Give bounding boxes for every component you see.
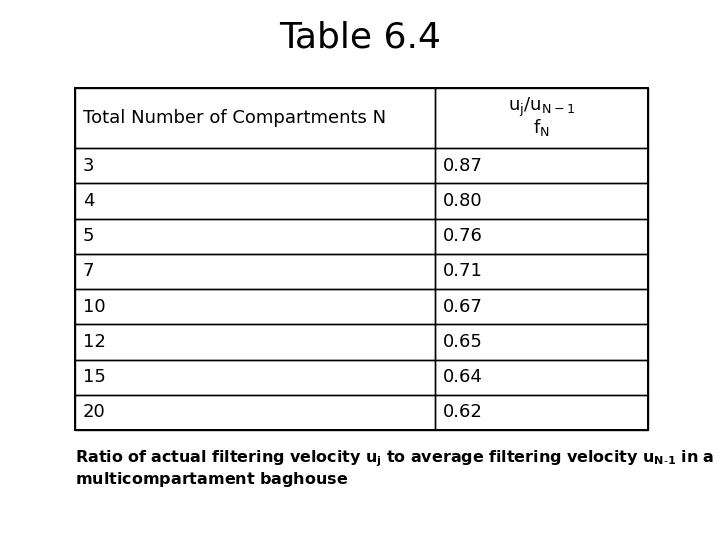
Bar: [435, 289, 648, 324]
Text: 4: 4: [83, 192, 94, 210]
Text: $\mathrm{u_j/u_{N-1}}$: $\mathrm{u_j/u_{N-1}}$: [508, 96, 575, 119]
Text: 5: 5: [83, 227, 94, 245]
Text: $\mathrm{f_N}$: $\mathrm{f_N}$: [533, 117, 550, 138]
Text: 0.67: 0.67: [443, 298, 483, 315]
Bar: [435, 88, 648, 148]
Bar: [75, 254, 435, 289]
Text: 12: 12: [83, 333, 106, 351]
Text: $\mathbf{multicompartament\ baghouse}$: $\mathbf{multicompartament\ baghouse}$: [75, 470, 348, 489]
Text: 0.64: 0.64: [443, 368, 483, 386]
Text: 15: 15: [83, 368, 106, 386]
Text: Table 6.4: Table 6.4: [279, 21, 441, 55]
Text: $\mathbf{Ratio\ of\ actual\ filtering\ velocity\ u_j\ to\ average\ filtering\ ve: $\mathbf{Ratio\ of\ actual\ filtering\ v…: [75, 448, 714, 469]
Text: 0.65: 0.65: [443, 333, 483, 351]
Bar: [75, 289, 435, 324]
Bar: [435, 219, 648, 254]
Text: 10: 10: [83, 298, 106, 315]
Text: 0.62: 0.62: [443, 403, 483, 421]
Text: 3: 3: [83, 157, 94, 174]
Bar: [435, 254, 648, 289]
Text: 7: 7: [83, 262, 94, 280]
Bar: [75, 219, 435, 254]
Bar: [435, 183, 648, 219]
Bar: [75, 88, 648, 430]
Bar: [75, 88, 435, 148]
Bar: [435, 148, 648, 183]
Text: 0.87: 0.87: [443, 157, 483, 174]
Bar: [75, 395, 435, 430]
Text: 0.71: 0.71: [443, 262, 483, 280]
Bar: [435, 360, 648, 395]
Bar: [75, 183, 435, 219]
Text: Total Number of Compartments N: Total Number of Compartments N: [83, 109, 386, 127]
Bar: [435, 395, 648, 430]
Bar: [75, 148, 435, 183]
Bar: [435, 324, 648, 360]
Bar: [75, 360, 435, 395]
Text: 20: 20: [83, 403, 106, 421]
Bar: [75, 324, 435, 360]
Text: 0.80: 0.80: [443, 192, 482, 210]
Text: 0.76: 0.76: [443, 227, 483, 245]
